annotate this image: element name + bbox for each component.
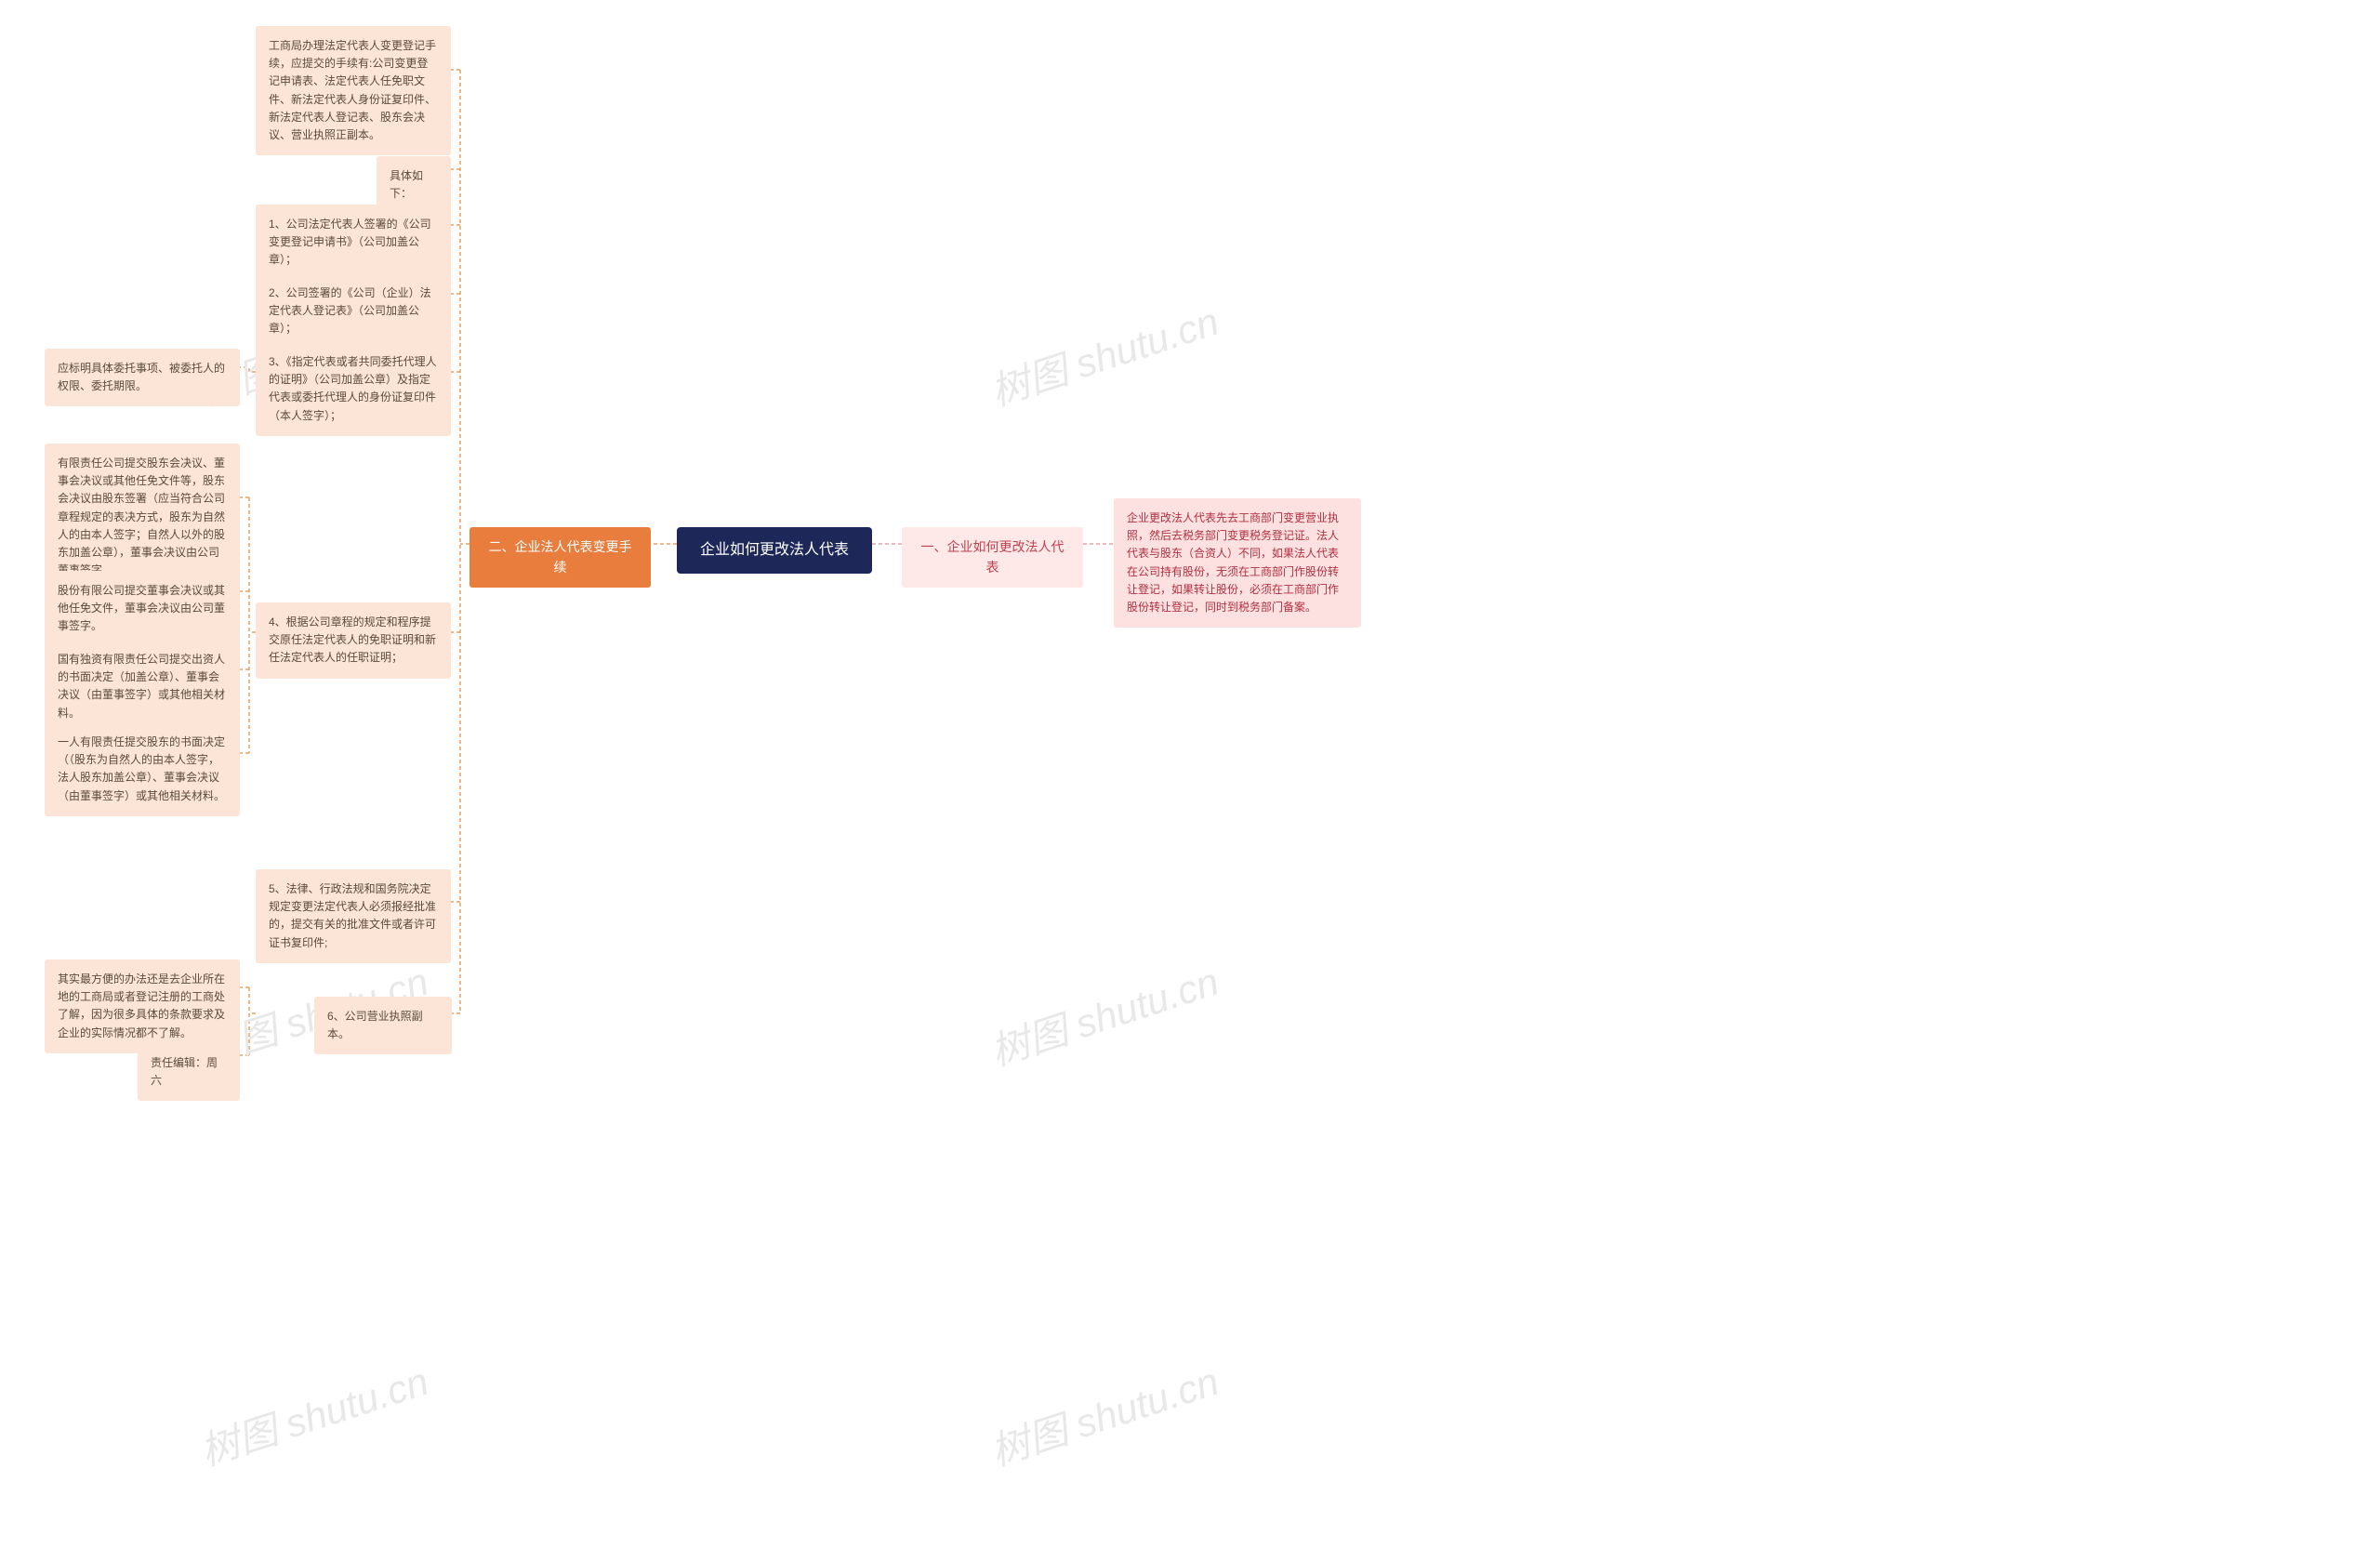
left-l2-3: 2、公司签署的《公司（企业）法定代表人登记表》（公司加盖公章）； xyxy=(256,273,451,350)
watermark: 树图 shutu.cn xyxy=(983,1350,1225,1477)
left-l3-for3: 应标明具体委托事项、被委托人的权限、委托期限。 xyxy=(45,349,240,406)
watermark: 树图 shutu.cn xyxy=(192,1350,435,1477)
right-leaf: 企业更改法人代表先去工商部门变更营业执照，然后去税务部门变更税务登记证。法人代表… xyxy=(1114,498,1361,628)
left-l2-2: 1、公司法定代表人签署的《公司变更登记申请书》（公司加盖公章）； xyxy=(256,205,451,281)
left-l3-for5-d: 一人有限责任提交股东的书面决定（（股东为自然人的由本人签字，法人股东加盖公章）、… xyxy=(45,722,240,816)
left-l2-0: 工商局办理法定代表人变更登记手续，应提交的手续有:公司变更登记申请表、法定代表人… xyxy=(256,26,451,155)
left-l3-for7-a: 其实最方便的办法还是去企业所在地的工商局或者登记注册的工商处了解，因为很多具体的… xyxy=(45,959,240,1053)
left-l3-for5-b: 股份有限公司提交董事会决议或其他任免文件，董事会决议由公司董事签字。 xyxy=(45,571,240,647)
left-l2-4: 3、《指定代表或者共同委托代理人的证明》（公司加盖公章）及指定代表或委托代理人的… xyxy=(256,342,451,436)
left-l2-5: 4、根据公司章程的规定和程序提交原任法定代表人的免职证明和新任法定代表人的任职证… xyxy=(256,602,451,679)
left-l2-6: 5、法律、行政法规和国务院决定规定变更法定代表人必须报经批准的，提交有关的批准文… xyxy=(256,869,451,963)
watermark: 树图 shutu.cn xyxy=(983,290,1225,417)
left-l3-for5-c: 国有独资有限责任公司提交出资人的书面决定（加盖公章）、董事会决议（由董事签字）或… xyxy=(45,640,240,734)
branch-right: 一、企业如何更改法人代表 xyxy=(902,527,1083,588)
watermark: 树图 shutu.cn xyxy=(983,950,1225,1078)
branch-left: 二、企业法人代表变更手续 xyxy=(469,527,651,588)
left-l3-for7-b: 责任编辑：周六 xyxy=(138,1043,240,1101)
root-node: 企业如何更改法人代表 xyxy=(677,527,872,574)
left-l2-7: 6、公司营业执照副本。 xyxy=(314,997,452,1054)
left-l3-for5-a: 有限责任公司提交股东会决议、董事会决议或其他任免文件等，股东会决议由股东签署（应… xyxy=(45,443,240,590)
